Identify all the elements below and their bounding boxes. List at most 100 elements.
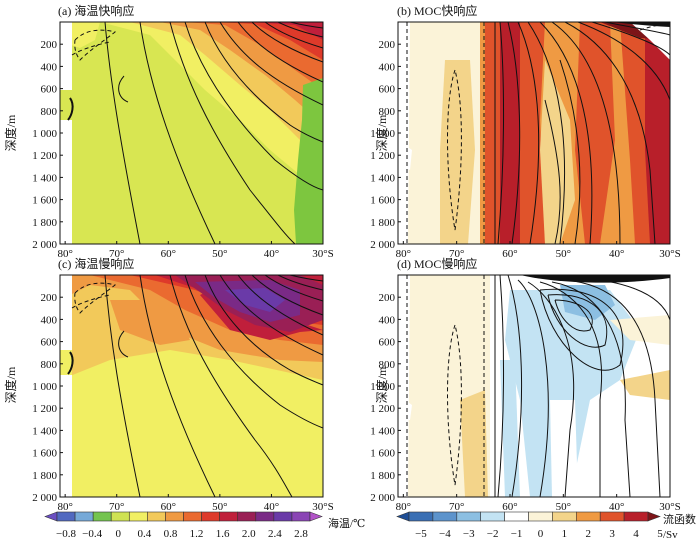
panel-b-xtick-label: 50° <box>556 248 571 260</box>
panel-d-ytick-label: 1 800 <box>370 470 395 482</box>
panel-a-xtick-label: 80° <box>57 248 72 260</box>
panel-c-axes: 80° 70° 60° 50° 40° 30°S 200 400 600 800 1 000 1 20… <box>32 292 334 513</box>
colorbar-streamfunction-swatch <box>552 511 577 522</box>
colorbar-streamfunction-tick: 4 <box>633 528 639 540</box>
panel-b-ytick-label: 1 200 <box>370 150 395 162</box>
panel-c-ylabel: 深度/m <box>3 366 18 403</box>
panel-c-field <box>60 275 323 497</box>
panel-b-ytick-label: 200 <box>379 39 396 51</box>
panel-b-ytick-label: 1 600 <box>370 195 395 207</box>
panel-d-ytick-label: 1 200 <box>370 403 395 415</box>
panel-a-axes: 80° 70° 60° 50° 40° 30°S 200 400 600 800 1 000 1 20… <box>32 39 334 260</box>
colorbar-temperature-tick: 2.0 <box>242 528 256 540</box>
colorbar-temperature-swatch <box>56 511 76 522</box>
colorbar-temperature-extend-low <box>44 511 58 522</box>
panel-d-ytick-label: 1 400 <box>370 425 395 437</box>
colorbar-streamfunction-tick: 0 <box>538 528 544 540</box>
panel-d-ytick-label: 200 <box>379 292 396 304</box>
panel-d-ytick-label: 2 000 <box>370 492 395 504</box>
panel-a-xtick-label: 30°S <box>312 248 334 260</box>
panel-c-ytick-label: 200 <box>41 292 58 304</box>
colorbar-streamfunction-tick: −2 <box>487 528 499 540</box>
colorbar-streamfunction-tick: 5 <box>657 528 663 540</box>
panel-d-ytick-label: 800 <box>379 359 396 371</box>
panel-d-ytick-label: 400 <box>379 314 396 326</box>
panel-b-title: (b) MOC快响应 <box>397 3 477 18</box>
panel-c-ytick-label: 600 <box>41 337 58 349</box>
panel-c-ytick-label: 1 600 <box>32 448 57 460</box>
panel-b-ytick-label: 1 000 <box>370 128 395 140</box>
panel-c-ytick-label: 800 <box>41 359 58 371</box>
colorbar-temperature-label: 海温/℃ <box>328 516 365 530</box>
panel-a-xtick-label: 70° <box>109 248 124 260</box>
panel-d-xtick-label: 50° <box>556 501 571 513</box>
colorbar-streamfunction-extend-low <box>396 511 410 522</box>
panel-d-axes: 80° 70° 60° 50° 40° 30°S 200 400 600 800 1 000 1 20… <box>370 292 681 513</box>
panel-d-xtick-label: 80° <box>396 501 411 513</box>
panel-a-ytick-label: 1 200 <box>32 150 57 162</box>
panel-b-axes: 80° 70° 60° 50° 40° 30°S 200 400 600 800 1 000 1 20… <box>370 39 681 260</box>
colorbar-temperature-swatch <box>92 511 112 522</box>
colorbar-streamfunction: −5 −4 −3 −2 −1 0 1 2 3 4 5 <box>396 511 663 540</box>
panel-d-ytick-label: 600 <box>379 337 396 349</box>
panel-d-xtick-label: 60° <box>502 501 517 513</box>
colorbar-streamfunction-label-1: 流函数 <box>663 512 696 526</box>
panel-b-ytick-label: 2 000 <box>370 239 395 251</box>
colorbar-temperature-tick: 1.2 <box>190 528 204 540</box>
panel-b-ytick-label: 400 <box>379 61 396 73</box>
panel-d-ytick-label: 1 600 <box>370 448 395 460</box>
colorbar-streamfunction-swatch <box>575 511 601 522</box>
colorbar-streamfunction-swatch <box>432 511 458 522</box>
colorbar-streamfunction-tick: −1 <box>511 528 523 540</box>
panel-c-ytick-label: 1 400 <box>32 425 57 437</box>
panel-c-xtick-label: 70° <box>109 501 124 513</box>
panel-a-ytick-label: 800 <box>41 106 58 118</box>
colorbar-streamfunction-tick: −3 <box>463 528 475 540</box>
panel-d-xtick-label: 70° <box>449 501 464 513</box>
panel-c-ytick-label: 400 <box>41 314 58 326</box>
colorbar-streamfunction-swatch <box>599 511 625 522</box>
colorbar-streamfunction-extend-high <box>647 511 661 522</box>
panel-a: (a) 海温快响应 深度/m <box>3 3 334 260</box>
panel-b-field <box>398 22 670 244</box>
colorbar-streamfunction-swatch <box>456 511 481 522</box>
panel-a-xtick-label: 40° <box>264 248 279 260</box>
panel-c-title: (c) 海温慢响应 <box>58 256 134 271</box>
panel-d-ytick-label: 1 000 <box>370 381 395 393</box>
colorbar-temperature-swatch <box>147 511 166 522</box>
panel-c: (c) 海温慢响应 深度/m <box>3 256 334 513</box>
colorbar-streamfunction-swatch <box>504 511 529 522</box>
colorbar-temperature-swatch <box>74 511 94 522</box>
colorbar-streamfunction-swatch <box>408 511 434 522</box>
panel-b-ytick-label: 1 800 <box>370 217 395 229</box>
panel-c-ytick-label: 1 800 <box>32 470 57 482</box>
panel-a-field <box>60 22 323 244</box>
panel-b-xtick-label: 60° <box>502 248 517 260</box>
panel-b-ylabel: 深度/m <box>374 114 389 151</box>
colorbar-temperature-tick: 2.8 <box>294 528 308 540</box>
colorbar-temperature-tick: 0.8 <box>164 528 178 540</box>
colorbar-temperature-extend-high <box>309 511 323 522</box>
panel-c-ytick-label: 1 200 <box>32 403 57 415</box>
panel-a-ytick-label: 1 800 <box>32 217 57 229</box>
colorbar-temperature-swatch <box>273 511 293 522</box>
colorbar-streamfunction-tick: −5 <box>415 528 427 540</box>
panel-b-xtick-label: 70° <box>449 248 464 260</box>
panel-d: (d) MOC慢响应 深度/m <box>370 256 681 513</box>
panel-a-ytick-label: 1 600 <box>32 195 57 207</box>
colorbar-streamfunction-swatch <box>480 511 505 522</box>
panel-d-ylabel: 深度/m <box>374 366 389 403</box>
colorbar-streamfunction-swatch <box>528 511 553 522</box>
panel-c-xtick-label: 80° <box>57 501 72 513</box>
colorbar-temperature-swatch <box>165 511 184 522</box>
colorbar-temperature-tick: 0 <box>115 528 121 540</box>
panel-c-xtick-label: 30°S <box>312 501 334 513</box>
panel-a-ytick-label: 1 000 <box>32 128 57 140</box>
colorbar-streamfunction-tick: 2 <box>586 528 592 540</box>
panel-d-title: (d) MOC慢响应 <box>397 256 477 271</box>
panel-b-ytick-label: 800 <box>379 106 396 118</box>
colorbar-temperature-swatch <box>255 511 275 522</box>
panel-a-xtick-label: 60° <box>161 248 176 260</box>
colorbar-temperature: −0.8 −0.4 0 0.4 0.8 1.2 1.6 2.0 2.4 2.8 <box>44 511 323 540</box>
panel-a-xtick-label: 50° <box>212 248 227 260</box>
